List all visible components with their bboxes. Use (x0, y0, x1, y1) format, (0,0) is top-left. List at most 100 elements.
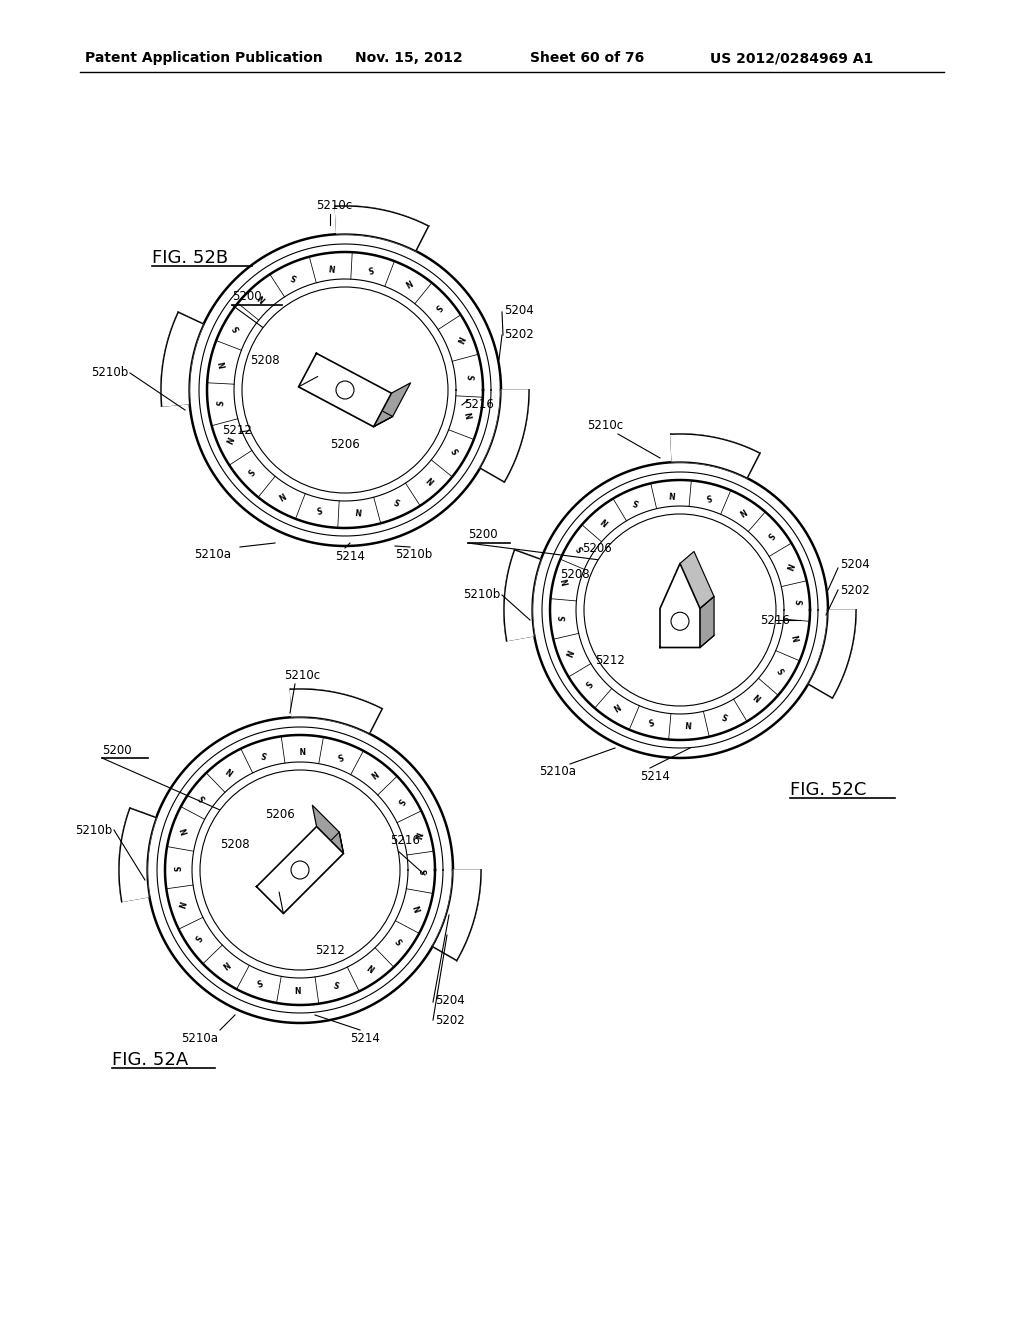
Text: S: S (774, 668, 784, 677)
Text: FIG. 52C: FIG. 52C (790, 781, 866, 799)
Text: 5210a: 5210a (195, 548, 231, 561)
Text: 5204: 5204 (504, 304, 534, 317)
Polygon shape (671, 434, 760, 478)
Text: 5210c: 5210c (316, 199, 352, 213)
Text: S: S (198, 792, 208, 801)
Text: 5214: 5214 (640, 770, 670, 783)
Text: N: N (566, 649, 577, 659)
Text: 5212: 5212 (315, 944, 345, 957)
Text: 5214: 5214 (350, 1032, 380, 1045)
Circle shape (242, 286, 449, 492)
Circle shape (336, 381, 354, 399)
Polygon shape (257, 826, 343, 913)
Text: N: N (221, 961, 232, 973)
Polygon shape (299, 354, 391, 426)
Text: S: S (290, 271, 299, 281)
Text: N: N (218, 360, 228, 368)
Text: S: S (394, 796, 404, 805)
Text: 5212: 5212 (595, 653, 625, 667)
Polygon shape (312, 805, 343, 854)
Polygon shape (700, 597, 714, 648)
Text: 5200: 5200 (468, 528, 498, 541)
Polygon shape (432, 870, 481, 961)
Text: S: S (559, 615, 568, 622)
Text: S: S (765, 529, 775, 540)
Text: S: S (232, 323, 243, 333)
Text: N: N (225, 764, 236, 776)
Polygon shape (119, 808, 157, 902)
Text: S: S (648, 718, 655, 729)
Text: N: N (180, 826, 190, 836)
Text: 5216: 5216 (464, 399, 494, 412)
Circle shape (584, 513, 776, 706)
Text: 5206: 5206 (265, 808, 295, 821)
Text: N: N (354, 510, 361, 519)
Circle shape (671, 612, 689, 630)
Text: S: S (392, 939, 402, 948)
Polygon shape (504, 550, 541, 640)
Text: N: N (783, 561, 794, 570)
Text: N: N (178, 902, 189, 909)
Polygon shape (299, 376, 392, 426)
Text: S: S (368, 263, 375, 273)
Text: 5206: 5206 (330, 438, 359, 451)
Polygon shape (291, 689, 382, 734)
Text: S: S (575, 544, 586, 553)
Text: 5208: 5208 (560, 569, 590, 582)
Text: N: N (402, 277, 413, 288)
Polygon shape (280, 832, 343, 913)
Text: FIG. 52B: FIG. 52B (152, 249, 228, 267)
Text: 5210b: 5210b (463, 589, 500, 602)
Text: S: S (248, 469, 258, 478)
Text: 5210c: 5210c (587, 418, 623, 432)
Text: N: N (737, 506, 748, 516)
Text: 5210b: 5210b (395, 548, 432, 561)
Text: 5210c: 5210c (284, 669, 321, 682)
Text: S: S (432, 302, 442, 312)
Polygon shape (336, 206, 428, 251)
Text: N: N (411, 830, 422, 840)
Text: 5204: 5204 (435, 994, 465, 1006)
Text: S: S (417, 870, 426, 875)
Text: Sheet 60 of 76: Sheet 60 of 76 (530, 51, 644, 65)
Text: S: S (216, 400, 226, 407)
Text: 5212: 5212 (222, 424, 252, 437)
Text: N: N (669, 488, 676, 498)
Text: N: N (295, 987, 301, 997)
Text: 5210a: 5210a (181, 1032, 218, 1045)
Text: S: S (315, 507, 323, 516)
Text: S: S (260, 748, 268, 759)
Text: S: S (464, 374, 473, 380)
Text: 5216: 5216 (760, 614, 790, 627)
Polygon shape (480, 389, 529, 482)
Polygon shape (374, 383, 411, 426)
Text: Patent Application Publication: Patent Application Publication (85, 51, 323, 65)
Text: S: S (332, 981, 339, 991)
Text: N: N (454, 334, 464, 345)
Text: 5210b: 5210b (75, 824, 112, 837)
Text: 5208: 5208 (250, 354, 280, 367)
Text: N: N (278, 492, 288, 503)
Circle shape (291, 861, 309, 879)
Polygon shape (808, 610, 856, 698)
Text: S: S (585, 680, 596, 690)
Text: 5210a: 5210a (540, 766, 577, 777)
Text: N: N (462, 412, 472, 420)
Text: N: N (329, 261, 336, 271)
Text: S: S (632, 496, 640, 507)
Text: S: S (256, 979, 264, 990)
Text: N: N (788, 634, 799, 643)
Text: 5216: 5216 (390, 833, 420, 846)
Text: S: S (720, 713, 728, 723)
Text: Nov. 15, 2012: Nov. 15, 2012 (355, 51, 463, 65)
Text: N: N (685, 722, 692, 731)
Text: N: N (599, 515, 610, 525)
Text: 5214: 5214 (335, 550, 365, 564)
Text: N: N (410, 906, 420, 913)
Text: 5202: 5202 (840, 583, 869, 597)
Text: N: N (226, 436, 237, 445)
Text: S: S (391, 499, 400, 510)
Text: N: N (368, 767, 379, 779)
Text: 5200: 5200 (102, 743, 132, 756)
Text: 5206: 5206 (583, 541, 612, 554)
